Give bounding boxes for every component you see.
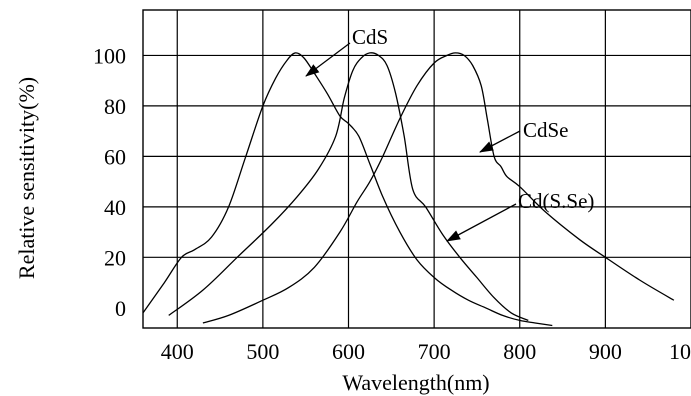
x-tick-label: 800 — [503, 339, 536, 364]
x-tick-label: 1000 — [669, 339, 691, 364]
annotations: CdS CdSe Cd(S.Se) — [305, 25, 594, 242]
y-axis-label: Relative sensitivity(%) — [14, 77, 39, 279]
y-tick-label: 80 — [104, 94, 126, 119]
y-tick-label: 100 — [93, 43, 126, 68]
curves — [142, 52, 675, 327]
y-tick-label: 60 — [104, 144, 126, 169]
y-tick-label: 0 — [115, 296, 126, 321]
annotation-arrow — [479, 130, 521, 153]
series-line-cdse — [202, 52, 675, 324]
y-tick-labels: 0 20 40 60 80 100 — [93, 43, 126, 320]
y-tick-label: 40 — [104, 195, 126, 220]
x-tick-labels: 400 500 600 700 800 900 1000 — [161, 339, 691, 364]
annotation-label: CdSe — [523, 118, 569, 142]
x-tick-label: 700 — [418, 339, 451, 364]
annotation-label: Cd(S.Se) — [518, 189, 594, 213]
x-tick-label: 400 — [161, 339, 194, 364]
annotation-label: CdS — [352, 25, 388, 49]
annotation-arrow — [446, 203, 517, 242]
x-axis-label: Wavelength(nm) — [342, 370, 489, 395]
grid — [143, 10, 691, 328]
x-tick-label: 900 — [589, 339, 622, 364]
annotation-arrow — [305, 42, 351, 77]
plot-frame — [142, 9, 691, 329]
series-line-cds — [142, 52, 553, 327]
x-tick-label: 600 — [332, 339, 365, 364]
x-tick-label: 500 — [246, 339, 279, 364]
y-tick-label: 20 — [104, 245, 126, 270]
series-line-cd-s-se — [168, 52, 529, 322]
